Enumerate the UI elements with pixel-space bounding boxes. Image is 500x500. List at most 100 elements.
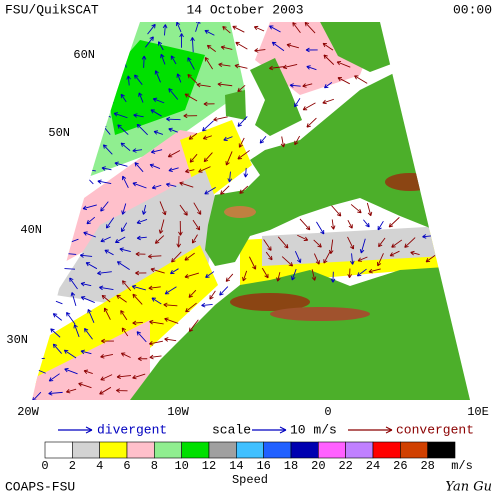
wind-arrow xyxy=(204,57,214,70)
wind-arrow xyxy=(50,233,61,243)
wind-arrow xyxy=(130,22,135,35)
wind-arrow xyxy=(179,204,188,216)
wind-arrow xyxy=(254,48,266,53)
wind-arrow xyxy=(219,286,229,296)
wind-arrow xyxy=(131,284,146,291)
wind-arrow xyxy=(101,166,112,171)
wind-arrow xyxy=(69,277,78,290)
wind-arrow xyxy=(269,65,284,71)
wind-arrow xyxy=(204,187,216,195)
wind-arrow xyxy=(49,205,58,214)
wind-arrow xyxy=(32,144,44,151)
wind-arrow xyxy=(280,136,286,148)
wind-arrow xyxy=(79,253,93,258)
wind-arrow xyxy=(120,310,128,321)
wind-arrow xyxy=(297,234,309,241)
wind-arrow xyxy=(136,235,147,241)
wind-arrow xyxy=(176,73,182,83)
wind-arrow xyxy=(306,117,317,128)
colorbar-swatch xyxy=(345,441,374,459)
wind-arrow xyxy=(121,203,127,215)
wind-arrow xyxy=(104,249,114,256)
wind-arrow xyxy=(121,327,129,337)
wind-arrow xyxy=(145,36,154,48)
wind-arrow xyxy=(114,236,126,244)
wind-arrow xyxy=(84,92,92,103)
wind-arrow xyxy=(116,388,128,393)
wind-arrow xyxy=(164,317,179,324)
wind-arrow xyxy=(188,289,197,298)
wind-arrow xyxy=(32,287,45,293)
wind-arrow xyxy=(164,337,177,342)
wind-arrow xyxy=(116,294,127,303)
wind-arrow xyxy=(54,89,60,100)
colorbar-swatch xyxy=(72,441,100,459)
wind-arrow xyxy=(431,39,436,53)
wind-arrow xyxy=(80,296,95,303)
wind-arrow xyxy=(80,349,92,355)
wind-arrow xyxy=(154,70,161,83)
wind-arrow xyxy=(116,374,131,379)
wind-arrow xyxy=(151,184,162,190)
wind-arrow xyxy=(136,123,148,136)
colorbar-swatch xyxy=(181,441,210,459)
wind-arrow xyxy=(83,231,96,238)
wind-arrow xyxy=(242,270,248,282)
wind-arrow xyxy=(195,22,201,32)
lat-label: 30N xyxy=(6,333,28,347)
wind-arrow xyxy=(322,98,335,105)
colorbar-label: 22 xyxy=(338,459,352,473)
wind-arrow xyxy=(227,171,233,183)
wind-arrow xyxy=(313,253,320,265)
wind-arrow xyxy=(48,390,63,396)
lat-label: 40N xyxy=(20,223,42,237)
wind-arrow xyxy=(100,374,113,381)
wind-arrow xyxy=(66,311,76,325)
wind-arrow xyxy=(103,307,111,320)
wind-arrow xyxy=(77,69,84,82)
colorbar-label: 20 xyxy=(311,459,325,473)
wind-arrow xyxy=(132,373,146,380)
wind-arrow xyxy=(311,269,317,281)
wind-arrow xyxy=(302,83,313,88)
wind-arrow xyxy=(32,338,44,343)
colorbar-label: 12 xyxy=(202,459,216,473)
wind-arrow xyxy=(225,151,233,166)
wind-arrow xyxy=(159,201,167,216)
wind-arrow xyxy=(350,253,355,265)
wind-arrow xyxy=(377,220,384,231)
wind-arrow xyxy=(100,354,114,359)
wind-arrow xyxy=(136,331,147,343)
header-center: 14 October 2003 xyxy=(186,2,303,17)
lon-label: 0 xyxy=(324,405,331,419)
wind-arrow xyxy=(213,116,228,122)
wind-arrow xyxy=(58,57,67,68)
wind-arrow xyxy=(72,83,78,99)
wind-arrow xyxy=(105,217,115,229)
wind-arrow xyxy=(330,219,336,230)
wind-arrow xyxy=(97,179,112,185)
wind-arrow xyxy=(354,75,368,84)
wind-arrow xyxy=(134,162,144,173)
wind-arrow xyxy=(453,30,467,36)
wind-arrow xyxy=(36,178,45,188)
wind-arrow xyxy=(158,219,165,234)
wind-arrow xyxy=(190,37,195,53)
wind-arrow xyxy=(442,236,453,242)
legend-scale-value: 10 m/s xyxy=(290,422,337,437)
wind-arrow xyxy=(101,294,111,303)
wind-arrow xyxy=(418,51,424,67)
wind-arrow xyxy=(70,292,77,306)
wind-arrow xyxy=(87,309,95,323)
wind-arrow xyxy=(281,256,294,267)
wind-arrow xyxy=(392,23,399,36)
wind-arrow xyxy=(184,93,198,102)
wind-arrow xyxy=(304,22,316,34)
colorbar-label: 4 xyxy=(96,459,103,473)
lat-label: 60N xyxy=(73,48,95,62)
wind-arrow xyxy=(91,68,96,82)
legend: divergent scale 10 m/s convergent xyxy=(58,422,474,437)
wind-arrow xyxy=(60,22,69,34)
wind-arrow xyxy=(84,128,94,135)
wind-arrow xyxy=(185,168,195,174)
